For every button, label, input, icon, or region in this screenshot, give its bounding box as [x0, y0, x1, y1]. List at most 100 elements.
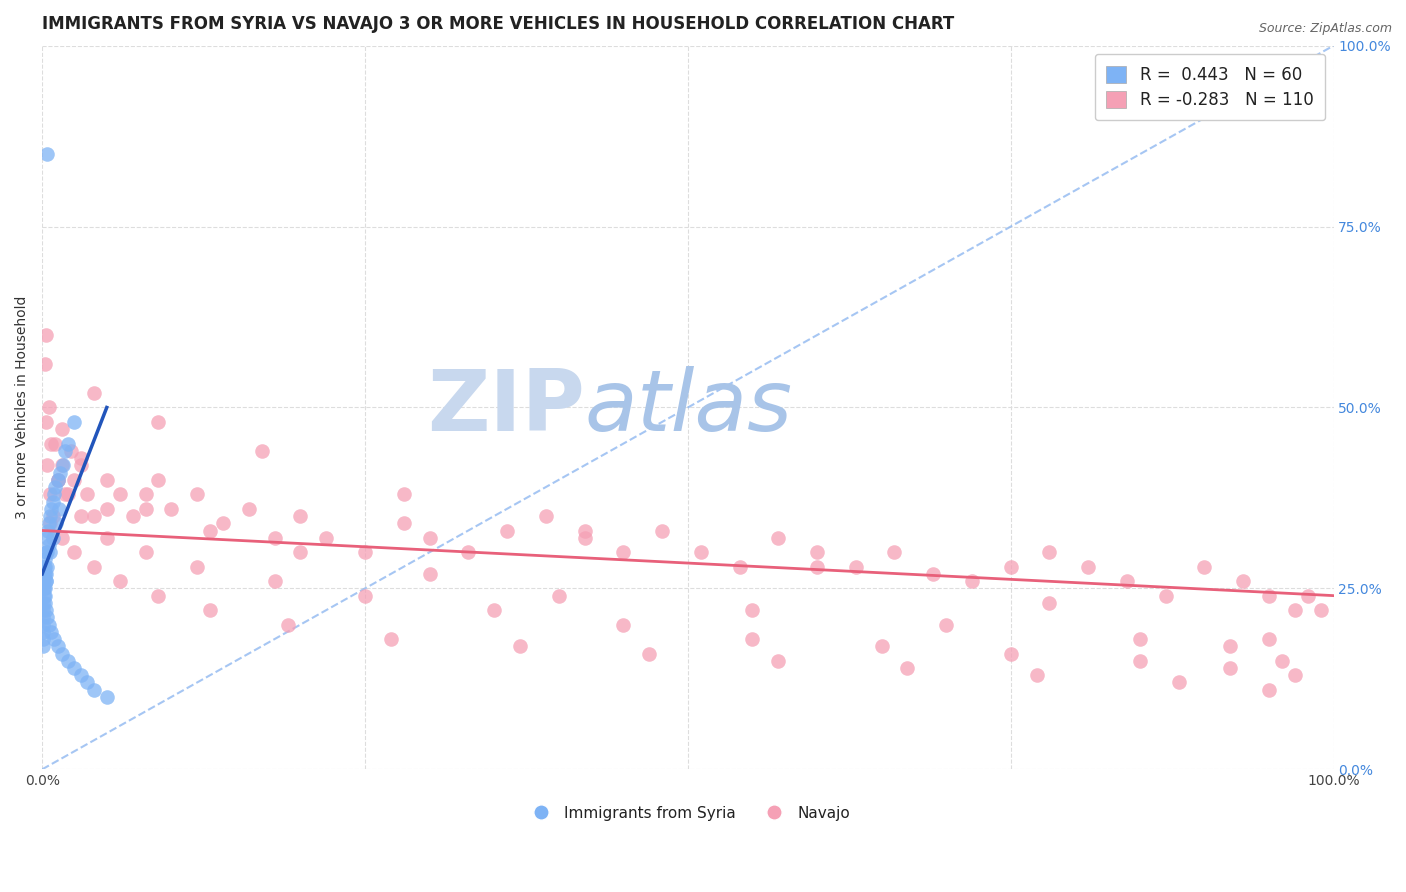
Point — [1284, 603, 1306, 617]
Point — [45, 516, 67, 531]
Point — [509, 640, 531, 654]
Point — [134, 487, 156, 501]
Point — [46, 473, 69, 487]
Point — [806, 559, 828, 574]
Point — [1025, 668, 1047, 682]
Point — [31, 559, 53, 574]
Point — [1258, 589, 1281, 603]
Point — [37, 458, 59, 473]
Point — [689, 545, 711, 559]
Point — [38, 401, 60, 415]
Point — [960, 574, 983, 589]
Point — [83, 559, 105, 574]
Point — [250, 443, 273, 458]
Point — [741, 632, 763, 646]
Point — [728, 559, 751, 574]
Point — [1038, 545, 1060, 559]
Point — [34, 596, 56, 610]
Point — [612, 617, 634, 632]
Point — [263, 531, 285, 545]
Point — [574, 524, 596, 538]
Point — [46, 640, 69, 654]
Point — [48, 501, 70, 516]
Point — [148, 473, 170, 487]
Point — [134, 545, 156, 559]
Point — [212, 516, 235, 531]
Point — [42, 632, 65, 646]
Point — [70, 509, 93, 524]
Point — [39, 436, 62, 450]
Point — [1129, 654, 1152, 668]
Point — [51, 531, 73, 545]
Point — [35, 566, 58, 581]
Point — [76, 487, 98, 501]
Point — [32, 632, 55, 646]
Point — [96, 473, 118, 487]
Point — [380, 632, 402, 646]
Text: Source: ZipAtlas.com: Source: ZipAtlas.com — [1258, 22, 1392, 36]
Point — [37, 147, 59, 161]
Point — [39, 624, 62, 639]
Point — [32, 559, 55, 574]
Point — [134, 501, 156, 516]
Point — [63, 415, 86, 429]
Point — [1077, 559, 1099, 574]
Point — [70, 458, 93, 473]
Point — [96, 531, 118, 545]
Point — [39, 487, 62, 501]
Point — [51, 458, 73, 473]
Point — [354, 589, 377, 603]
Point — [768, 654, 790, 668]
Point — [37, 524, 59, 538]
Point — [534, 509, 557, 524]
Point — [35, 559, 58, 574]
Point — [32, 582, 55, 596]
Point — [56, 436, 79, 450]
Point — [768, 531, 790, 545]
Point — [51, 422, 73, 436]
Point — [883, 545, 905, 559]
Point — [186, 559, 208, 574]
Point — [547, 589, 569, 603]
Point — [34, 574, 56, 589]
Point — [1296, 589, 1319, 603]
Point — [59, 443, 82, 458]
Point — [44, 480, 66, 494]
Point — [37, 531, 59, 545]
Point — [419, 566, 441, 581]
Point — [160, 501, 183, 516]
Point — [56, 487, 79, 501]
Point — [35, 574, 58, 589]
Point — [41, 531, 63, 545]
Point — [1219, 661, 1241, 675]
Point — [70, 668, 93, 682]
Point — [1000, 559, 1022, 574]
Point — [651, 524, 673, 538]
Point — [935, 617, 957, 632]
Point — [496, 524, 519, 538]
Point — [83, 509, 105, 524]
Point — [38, 538, 60, 552]
Point — [1258, 682, 1281, 697]
Point — [34, 566, 56, 581]
Point — [32, 574, 55, 589]
Point — [121, 509, 143, 524]
Point — [32, 624, 55, 639]
Point — [38, 617, 60, 632]
Point — [46, 473, 69, 487]
Point — [238, 501, 260, 516]
Point — [32, 617, 55, 632]
Point — [32, 589, 55, 603]
Point — [32, 603, 55, 617]
Point — [51, 647, 73, 661]
Point — [1129, 632, 1152, 646]
Point — [1309, 603, 1331, 617]
Point — [52, 458, 75, 473]
Point — [35, 328, 58, 343]
Point — [392, 516, 415, 531]
Point — [922, 566, 945, 581]
Point — [263, 574, 285, 589]
Point — [741, 603, 763, 617]
Point — [806, 545, 828, 559]
Point — [34, 357, 56, 371]
